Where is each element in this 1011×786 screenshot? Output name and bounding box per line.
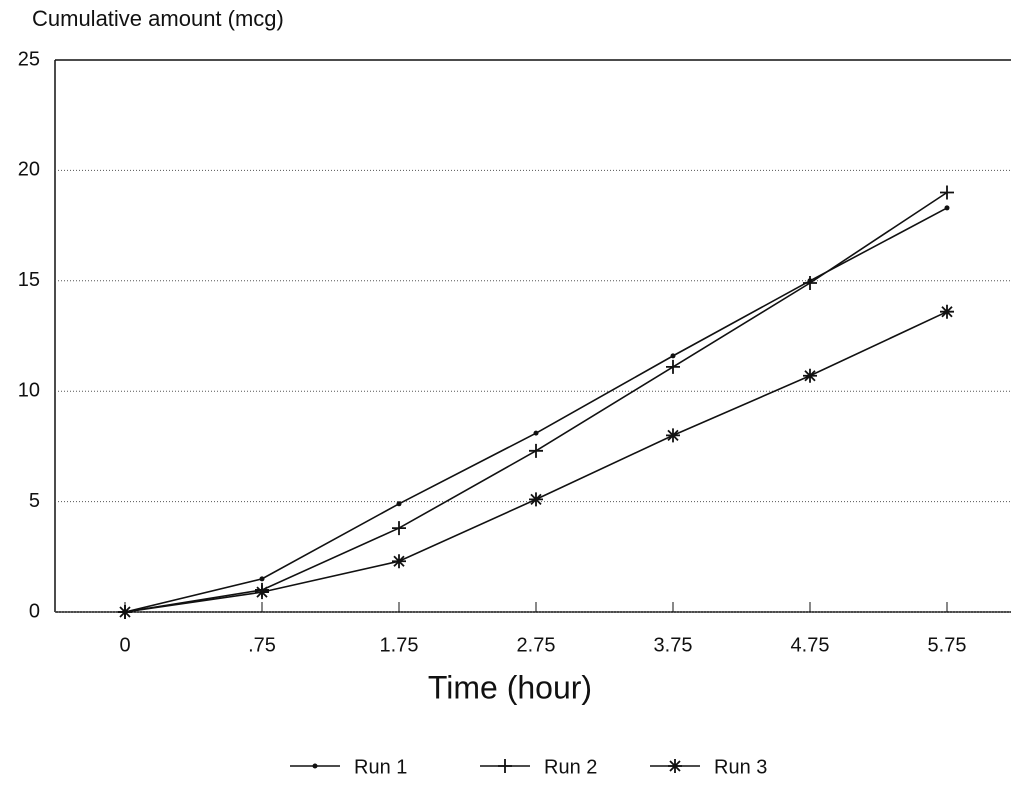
x-tick-label: 2.75 — [517, 634, 556, 656]
data-point — [534, 431, 539, 436]
x-axis-label: Time (hour) — [428, 669, 592, 705]
legend-label: Run 3 — [714, 756, 767, 778]
x-tick-label: 0 — [119, 634, 130, 656]
x-tick-label: 3.75 — [654, 634, 693, 656]
data-point — [255, 585, 269, 599]
legend-marker — [668, 759, 682, 773]
legend-label: Run 1 — [354, 756, 407, 778]
x-tick-label: 4.75 — [791, 634, 830, 656]
data-point — [397, 501, 402, 506]
y-tick-label: 5 — [29, 490, 40, 512]
data-point — [260, 576, 265, 581]
y-tick-label: 0 — [29, 600, 40, 622]
x-tick-label: 5.75 — [928, 634, 967, 656]
data-point — [392, 554, 406, 568]
series-line — [125, 312, 947, 612]
data-point — [392, 521, 406, 535]
data-point — [671, 353, 676, 358]
data-point — [529, 492, 543, 506]
data-point — [666, 360, 680, 374]
y-tick-label: 20 — [18, 159, 40, 181]
data-point — [666, 428, 680, 442]
x-tick-label: .75 — [248, 634, 276, 656]
data-point — [940, 185, 954, 199]
series-line — [125, 192, 947, 612]
y-axis-label: Cumulative amount (mcg) — [32, 6, 284, 31]
data-point — [803, 369, 817, 383]
y-tick-label: 15 — [18, 269, 40, 291]
data-point — [940, 305, 954, 319]
legend-marker — [313, 764, 318, 769]
data-point — [529, 444, 543, 458]
legend-marker — [498, 759, 512, 773]
series-line — [125, 208, 947, 612]
chart: Cumulative amount (mcg) Time (hour) 0 5 10… — [0, 0, 1011, 786]
x-tick-label: 1.75 — [380, 634, 419, 656]
y-tick-label: 25 — [18, 48, 40, 70]
data-point — [118, 605, 132, 619]
data-point — [945, 205, 950, 210]
legend-label: Run 2 — [544, 756, 597, 778]
y-tick-label: 10 — [18, 379, 40, 401]
